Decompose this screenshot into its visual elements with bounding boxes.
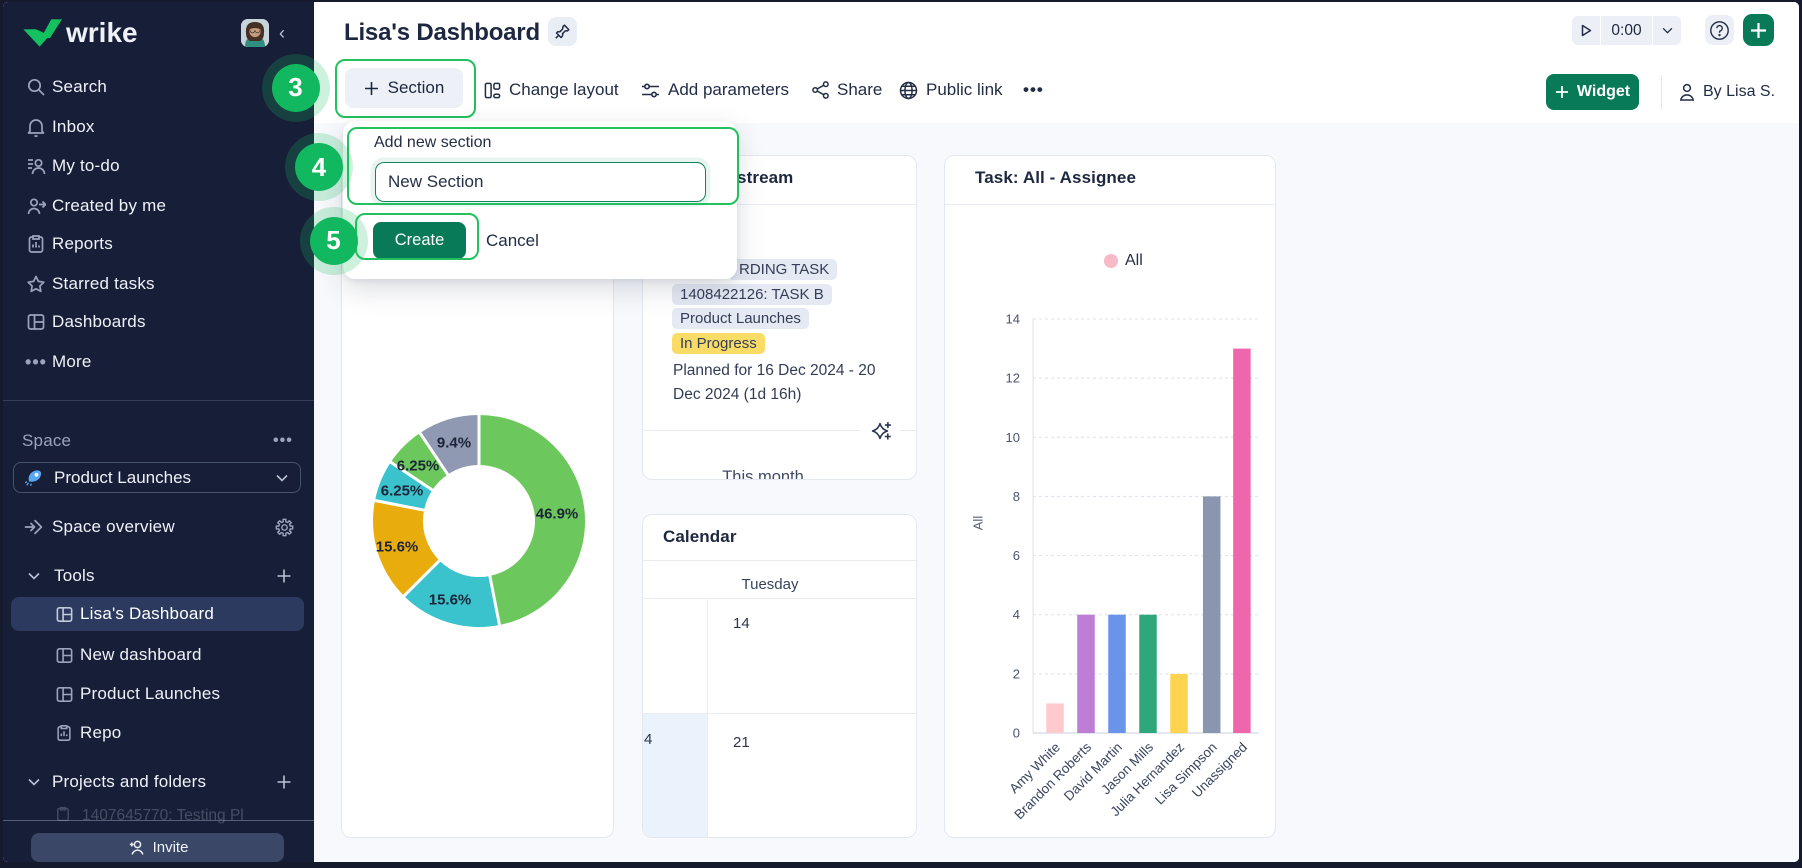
svg-text:6: 6 bbox=[1013, 548, 1020, 563]
svg-text:4: 4 bbox=[1013, 607, 1020, 622]
svg-text:2: 2 bbox=[1013, 666, 1020, 681]
svg-text:All: All bbox=[971, 516, 986, 531]
svg-text:12: 12 bbox=[1006, 371, 1020, 386]
svg-text:8: 8 bbox=[1013, 489, 1020, 504]
svg-text:0: 0 bbox=[1013, 726, 1020, 741]
svg-text:14: 14 bbox=[1006, 312, 1020, 327]
svg-text:10: 10 bbox=[1006, 430, 1020, 445]
svg-text:wrike: wrike bbox=[65, 17, 138, 48]
